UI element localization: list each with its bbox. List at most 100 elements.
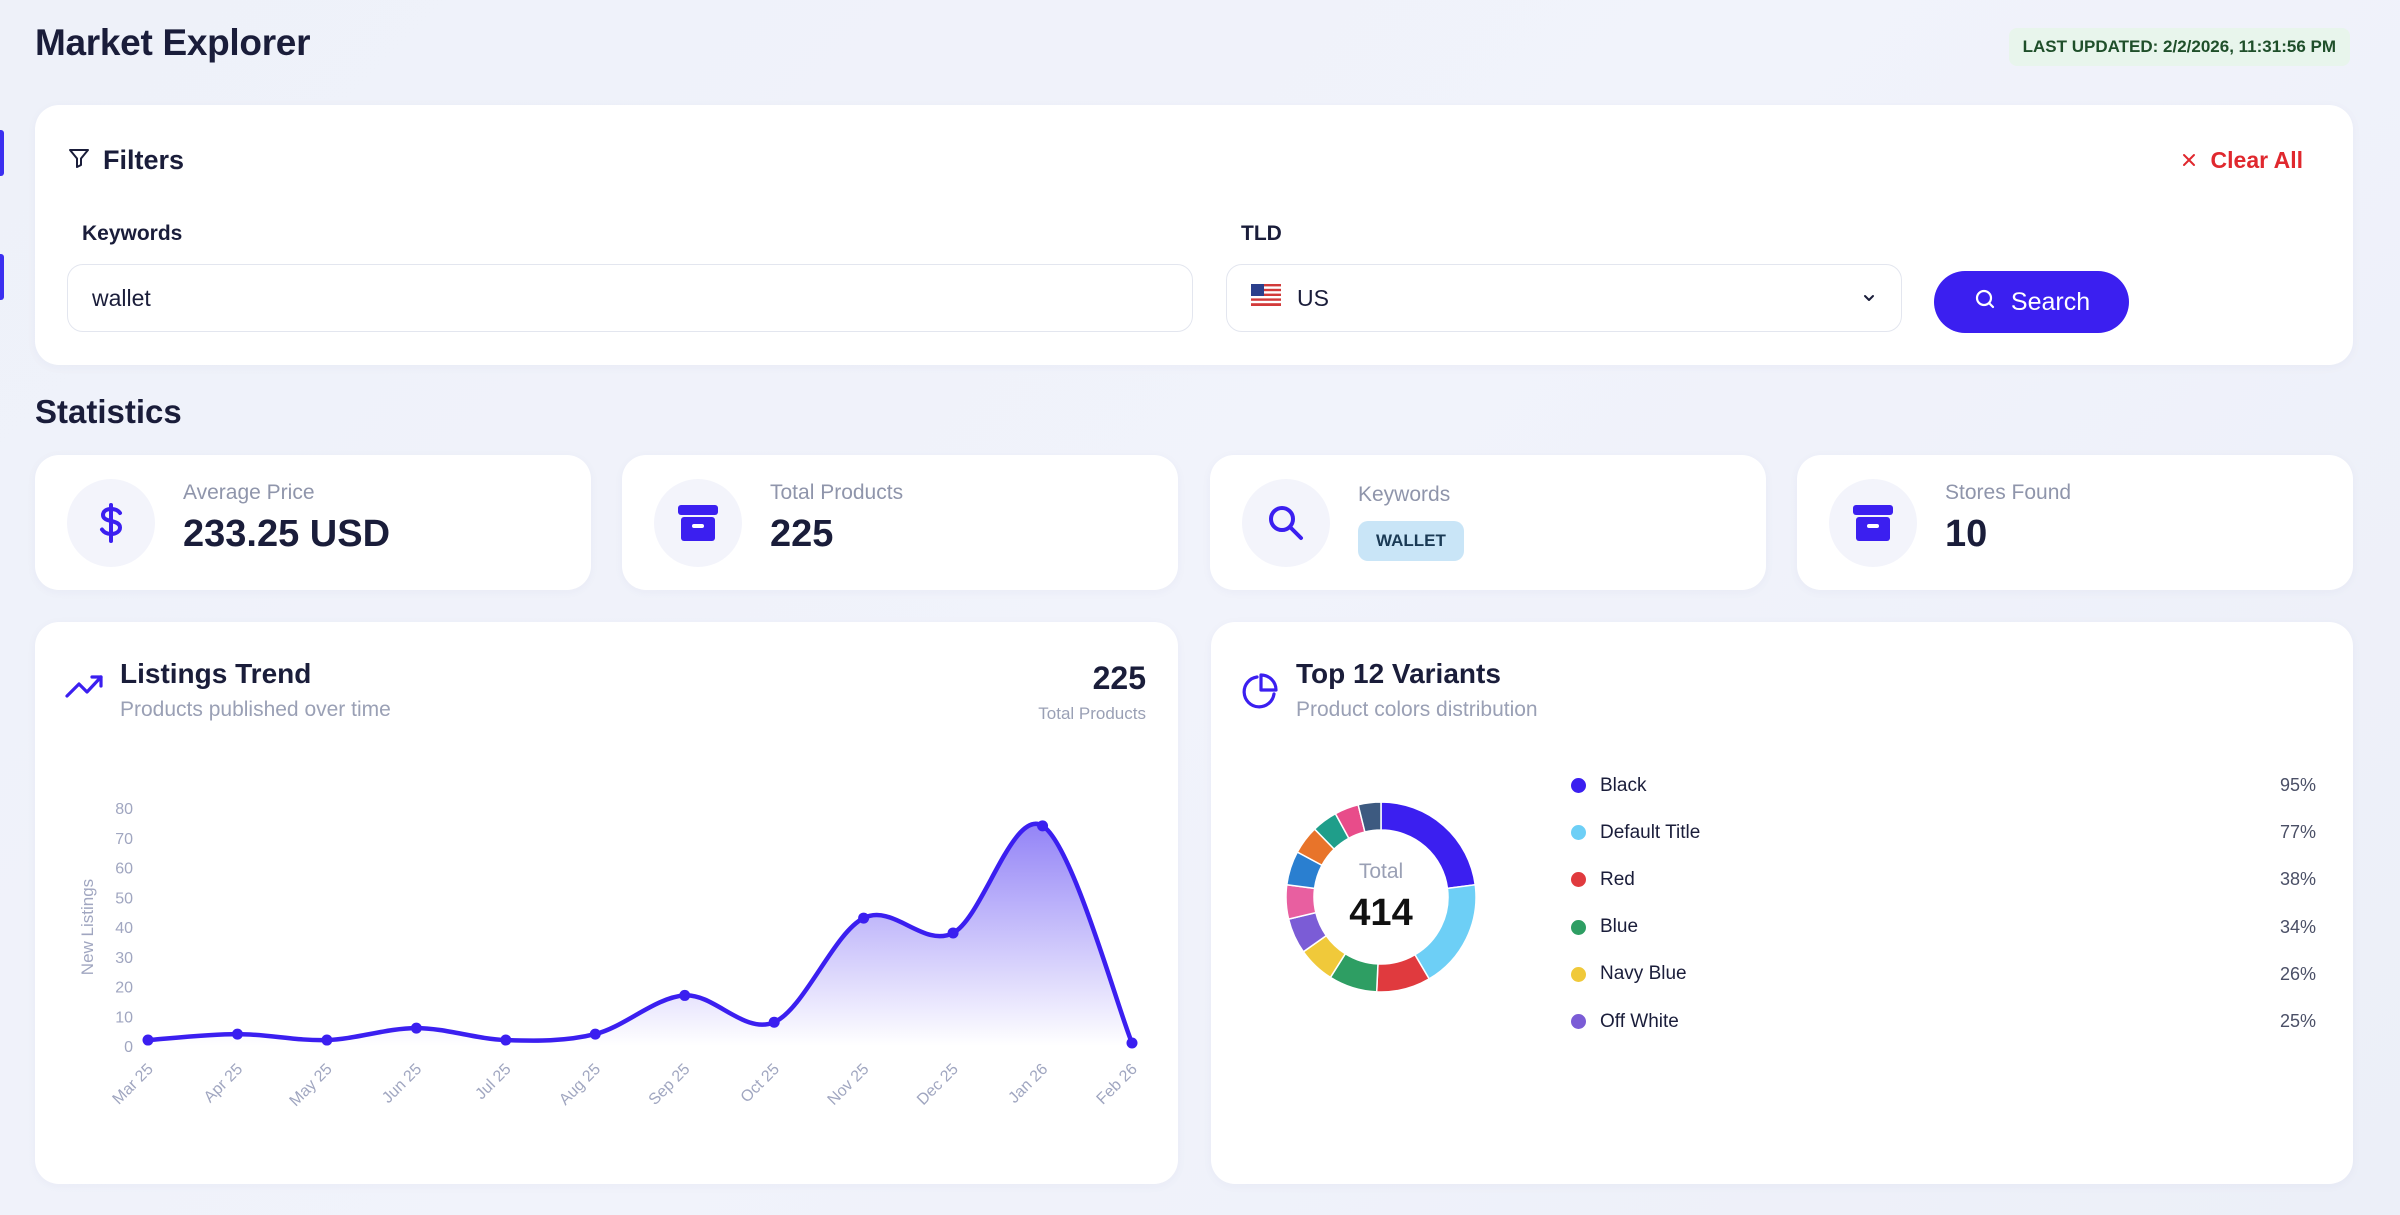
y-tick-label: 30 <box>115 950 133 967</box>
sidebar-marker <box>0 254 4 300</box>
us-flag-icon <box>1251 284 1281 312</box>
variants-legend: Black 95% Default Title 77% Red 38% Blue 34% Nav… <box>1571 762 2316 1040</box>
legend-color-dot <box>1571 966 1586 982</box>
x-tick-label: Oct 25 <box>738 1061 783 1106</box>
legend-label: Navy Blue <box>1600 963 1687 985</box>
stat-label: Keywords <box>1358 483 1451 506</box>
legend-label: Default Title <box>1600 821 1701 843</box>
data-point[interactable] <box>947 927 959 939</box>
tld-select-value: US <box>1297 284 1329 311</box>
x-tick-label: Jan 26 <box>1005 1061 1051 1107</box>
stat-card-average-price: Average Price 233.25 USD <box>35 455 591 590</box>
legend-percent: 25% <box>2279 1011 2316 1032</box>
y-tick-label: 40 <box>115 920 133 937</box>
statistics-title: Statistics <box>35 393 182 430</box>
legend-item[interactable]: Red 38% <box>1571 856 2316 903</box>
data-point[interactable] <box>1126 1037 1138 1049</box>
clear-all-label: Clear All <box>2210 147 2303 173</box>
data-point[interactable] <box>142 1034 154 1046</box>
stat-card-keywords: Keywords WALLET <box>1210 455 1766 590</box>
filters-panel: Filters Clear All Keywords wallet TLD <box>35 105 2353 365</box>
data-point[interactable] <box>500 1034 512 1046</box>
keyword-badge: WALLET <box>1358 521 1464 561</box>
keywords-label: Keywords <box>82 222 183 245</box>
search-button[interactable]: Search <box>1934 271 2129 333</box>
legend-item[interactable]: Blue 34% <box>1571 904 2316 951</box>
donut-slice[interactable] <box>1357 801 1382 833</box>
stat-label: Stores Found <box>1945 481 2072 504</box>
keywords-input-value: wallet <box>92 284 151 311</box>
legend-item[interactable]: Off White 25% <box>1571 998 2316 1040</box>
legend-percent: 95% <box>2279 775 2316 796</box>
legend-percent: 34% <box>2279 916 2316 937</box>
stat-value: 233.25 USD <box>183 513 391 555</box>
legend-label: Off White <box>1600 1010 1679 1032</box>
stat-card-stores-found: Stores Found 10 <box>1797 455 2353 590</box>
legend-color-dot <box>1571 872 1586 888</box>
chart-title: Listings Trend <box>120 658 312 689</box>
chevron-down-icon <box>1861 285 1877 312</box>
x-tick-label: Jun 25 <box>379 1061 425 1107</box>
x-tick-label: Nov 25 <box>825 1061 873 1109</box>
legend-item[interactable]: Black 95% <box>1571 762 2316 809</box>
legend-color-dot <box>1571 919 1586 935</box>
y-tick-label: 20 <box>115 980 133 997</box>
page-title: Market Explorer <box>35 22 311 63</box>
stat-value: 10 <box>1945 513 1988 555</box>
keywords-input[interactable]: wallet <box>67 264 1193 332</box>
x-tick-label: Feb 26 <box>1094 1061 1141 1108</box>
page-header: Market Explorer LAST UPDATED: 2/2/2026, … <box>35 22 2400 72</box>
legend-percent: 26% <box>2279 963 2316 984</box>
y-tick-label: 10 <box>115 1009 133 1026</box>
clear-all-button[interactable]: Clear All <box>2181 147 2303 174</box>
filters-title: Filters <box>103 145 185 175</box>
dollar-icon <box>67 479 155 567</box>
data-point[interactable] <box>231 1028 243 1040</box>
listings-trend-card: Listings Trend Products published over t… <box>35 622 1178 1184</box>
filter-icon <box>67 146 91 175</box>
donut-total-label: Total <box>1358 859 1404 883</box>
legend-label: Red <box>1600 868 1635 890</box>
legend-item[interactable]: Default Title 77% <box>1571 809 2316 856</box>
tld-label: TLD <box>1241 222 1282 245</box>
data-point[interactable] <box>1037 820 1049 832</box>
stat-value: 225 <box>770 513 834 555</box>
trend-total-label: Total Products <box>1038 704 1146 723</box>
data-point[interactable] <box>858 912 870 924</box>
data-point[interactable] <box>679 989 691 1001</box>
y-tick-label: 50 <box>115 890 133 907</box>
data-point[interactable] <box>321 1034 333 1046</box>
pie-chart-icon <box>1241 672 1279 715</box>
legend-color-dot <box>1571 825 1586 841</box>
series-area <box>148 823 1132 1046</box>
legend-color-dot <box>1571 778 1586 794</box>
y-tick-label: 60 <box>115 861 133 878</box>
data-point[interactable] <box>589 1028 601 1040</box>
archive-icon <box>1829 479 1917 567</box>
x-tick-label: Apr 25 <box>201 1061 246 1106</box>
legend-item[interactable]: Navy Blue 26% <box>1571 951 2316 998</box>
y-tick-label: 70 <box>115 831 133 848</box>
x-tick-label: Sep 25 <box>646 1061 694 1109</box>
x-tick-label: Jul 25 <box>472 1061 514 1103</box>
archive-icon <box>654 479 742 567</box>
sidebar-active-marker <box>0 130 4 176</box>
legend-percent: 38% <box>2279 869 2316 890</box>
data-point[interactable] <box>768 1016 780 1028</box>
data-point[interactable] <box>410 1022 422 1034</box>
chart-title: Top 12 Variants <box>1296 658 1501 689</box>
legend-percent: 77% <box>2279 822 2316 843</box>
donut-chart: Total 414 <box>1281 797 1481 997</box>
trending-up-icon <box>65 672 105 705</box>
listings-trend-chart: 0 10 20 30 40 50 60 70 80 New Listings Mar 25 Apr 2… <box>78 801 1141 1110</box>
stat-label: Total Products <box>770 481 904 504</box>
filters-header: Filters <box>67 145 184 176</box>
stat-label: Average Price <box>183 481 315 504</box>
chart-subtitle: Products published over time <box>120 698 391 721</box>
variants-card: Top 12 Variants Product colors distribut… <box>1211 622 2353 1184</box>
tld-select[interactable]: US <box>1226 264 1902 332</box>
x-tick-label: May 25 <box>287 1061 336 1110</box>
last-updated-badge: LAST UPDATED: 2/2/2026, 11:31:56 PM <box>2008 28 2350 66</box>
close-icon <box>2181 147 2197 174</box>
search-button-label: Search <box>2010 287 2091 316</box>
